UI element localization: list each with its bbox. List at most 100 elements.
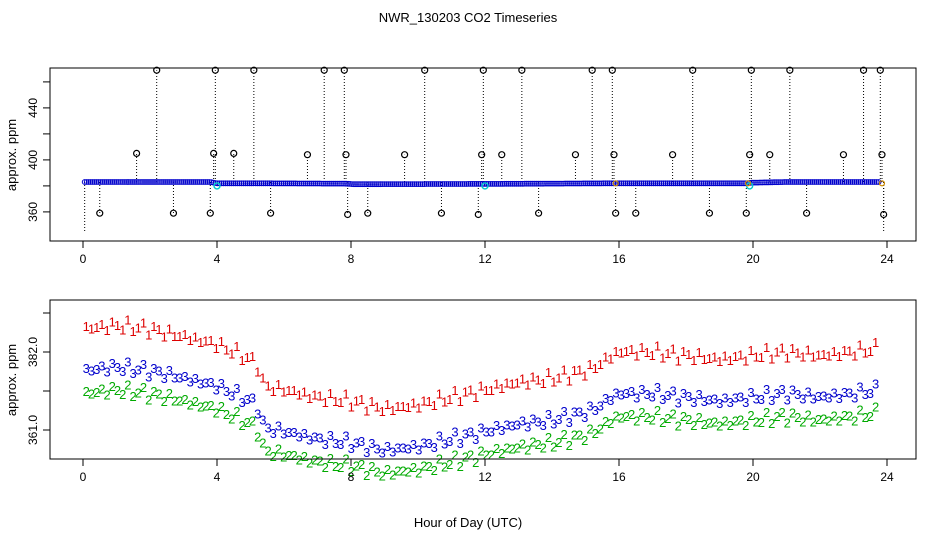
baseline-point [441, 181, 448, 187]
series-3-point: 3 [597, 399, 604, 414]
baseline-point [409, 181, 416, 188]
series-3-point: 3 [519, 413, 526, 428]
series-3-point: 3 [721, 391, 728, 406]
series-1-point: 1 [249, 349, 256, 364]
baseline-point [172, 179, 179, 185]
baseline-point [471, 181, 478, 187]
series-1-point: 1 [415, 401, 422, 416]
baseline-point [769, 179, 775, 186]
baseline-point [276, 180, 283, 187]
baseline-point [859, 179, 866, 185]
baseline-point [801, 179, 808, 185]
series-1-point: 1 [737, 348, 744, 363]
series-1-point: 1 [472, 390, 479, 405]
baseline-point [113, 179, 120, 185]
series-3-point: 3 [399, 441, 406, 456]
series-3-point: 3 [618, 388, 625, 403]
baseline-point [688, 180, 695, 187]
series-2-point: 2 [332, 459, 339, 474]
series-1-point: 1 [820, 347, 827, 362]
series-1-point: 1 [747, 343, 754, 358]
series-3-point: 3 [457, 436, 464, 451]
series-2-point: 2 [846, 408, 853, 423]
series-2-point: 2 [379, 469, 386, 484]
baseline-point [395, 181, 402, 188]
orange-point [612, 180, 619, 187]
baseline-point [160, 179, 167, 185]
series-1-point: 1 [140, 315, 147, 330]
series-2-point: 2 [514, 440, 521, 455]
series-3-point: 3 [425, 436, 432, 451]
baseline-point [184, 179, 191, 185]
baseline-point [196, 179, 203, 185]
baseline-point [180, 179, 187, 185]
baseline-point [292, 180, 299, 187]
spike-point [303, 151, 312, 159]
baseline-point [282, 180, 289, 187]
series-1-point: 1 [862, 345, 869, 360]
series-3-point: 3 [285, 425, 292, 440]
baseline-point [628, 180, 635, 187]
series-3-point: 3 [483, 425, 490, 440]
series-1-point: 1 [441, 395, 448, 410]
series-3-point: 3 [664, 388, 671, 403]
baseline-point [387, 181, 394, 188]
baseline-point [578, 180, 584, 187]
cyan-point [481, 182, 489, 190]
baseline-point [142, 179, 148, 185]
series-1-point: 1 [597, 357, 604, 372]
series-1-point: 1 [695, 345, 702, 360]
baseline-point [871, 179, 878, 185]
baseline-point [461, 181, 468, 187]
series-3-point: 3 [462, 426, 469, 441]
series-3-point: 3 [612, 386, 619, 401]
baseline-point [676, 180, 683, 187]
series-1-point: 1 [389, 403, 396, 418]
baseline-point [371, 181, 378, 188]
baseline-point [739, 180, 745, 187]
series-2-point: 2 [285, 448, 292, 463]
series-2-point: 2 [856, 403, 863, 418]
series-3-point: 3 [742, 395, 749, 410]
baseline-point [710, 180, 717, 187]
baseline-point [487, 181, 494, 187]
spike-point [437, 209, 446, 217]
baseline-point [781, 179, 788, 185]
series-1-point: 1 [690, 353, 697, 368]
baseline-point [483, 181, 490, 187]
series-3-point: 3 [836, 391, 843, 406]
baseline-point [393, 181, 400, 188]
series-2-point: 2 [280, 449, 287, 464]
series-2-point: 2 [483, 448, 490, 463]
series-1-point: 1 [846, 344, 853, 359]
series-1-point: 1 [103, 323, 110, 338]
baseline-point [337, 180, 343, 187]
series-1-point: 1 [410, 395, 417, 410]
series-1-point: 1 [721, 349, 728, 364]
series-2-point: 2 [867, 409, 874, 424]
x-tick-label: 4 [214, 252, 221, 266]
baseline-point [258, 180, 265, 187]
series-1-point: 1 [545, 365, 552, 380]
baseline-point [775, 179, 781, 186]
orange-point [744, 180, 752, 187]
series-1-point: 1 [586, 357, 593, 372]
series-1-point: 1 [799, 350, 806, 365]
series-1-point: 1 [685, 347, 692, 362]
baseline-point [463, 181, 470, 187]
baseline-point [598, 180, 605, 187]
series-2-point: 2 [181, 392, 188, 407]
series-3-point: 3 [571, 405, 578, 420]
baseline-point [686, 180, 693, 187]
baseline-point [813, 179, 820, 185]
series-1-point: 1 [290, 383, 297, 398]
series-3-point: 3 [732, 391, 739, 406]
series-3-point: 3 [140, 357, 147, 372]
series-2-point: 2 [145, 393, 152, 408]
baseline-point [807, 179, 814, 185]
series-2-point: 2 [836, 414, 843, 429]
spike-point [211, 66, 219, 74]
series-3-point: 3 [363, 445, 370, 460]
series-1-point: 1 [701, 352, 708, 367]
series-3-point: 3 [872, 377, 879, 392]
